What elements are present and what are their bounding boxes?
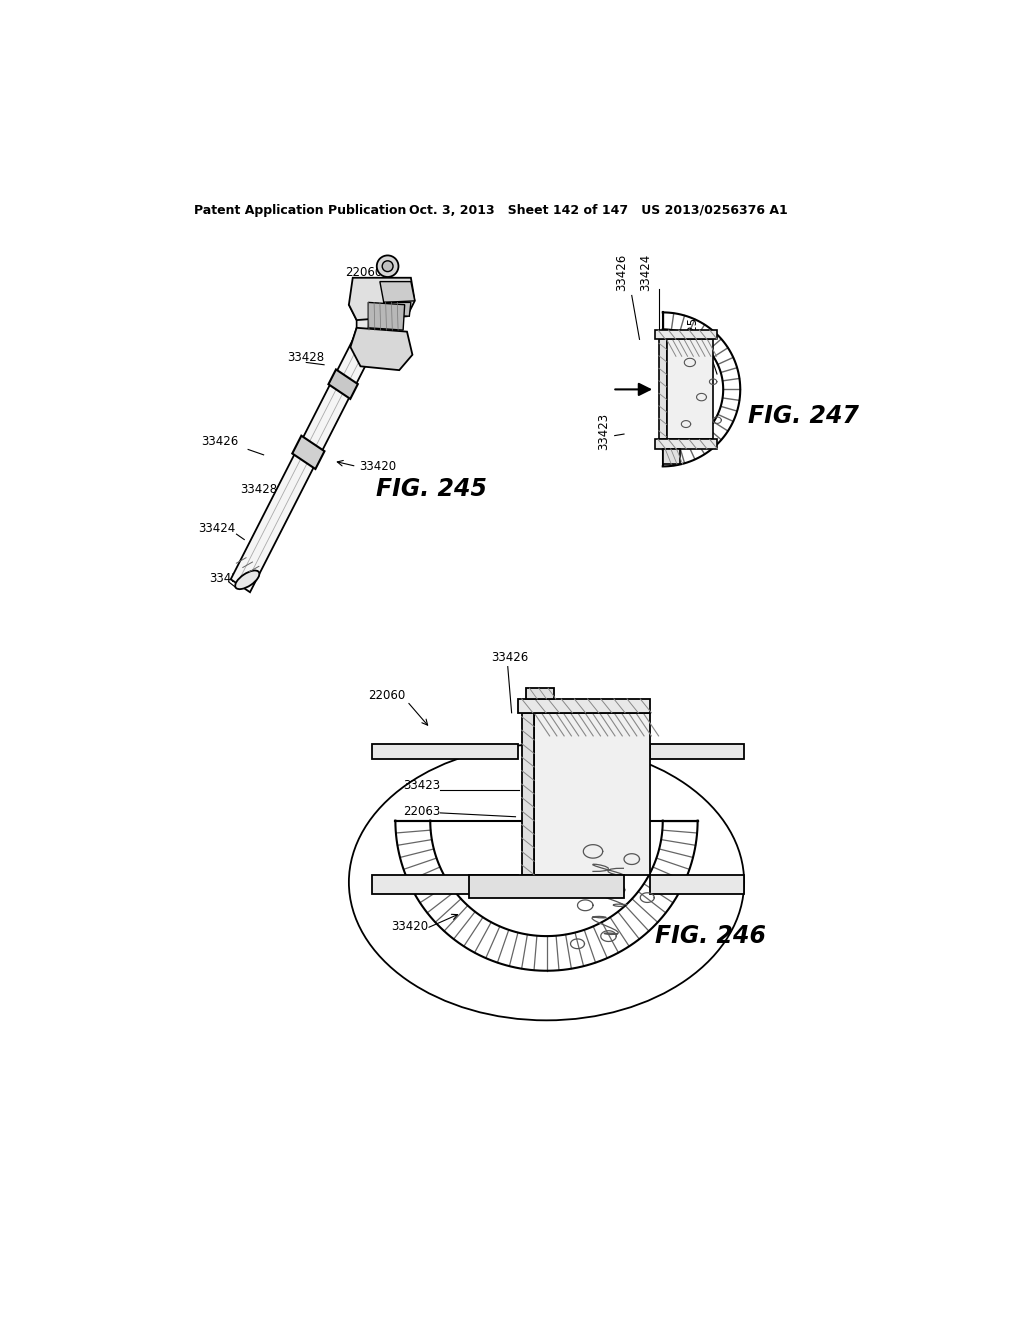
Text: Patent Application Publication: Patent Application Publication bbox=[194, 205, 407, 218]
Polygon shape bbox=[372, 875, 518, 894]
Polygon shape bbox=[655, 440, 717, 449]
Polygon shape bbox=[650, 875, 744, 894]
Polygon shape bbox=[663, 449, 680, 465]
Polygon shape bbox=[469, 875, 624, 898]
Ellipse shape bbox=[377, 256, 398, 277]
Text: 33426: 33426 bbox=[614, 253, 628, 290]
Text: 33424: 33424 bbox=[604, 698, 642, 711]
Polygon shape bbox=[518, 700, 649, 713]
Polygon shape bbox=[349, 282, 401, 347]
Text: 22063: 22063 bbox=[403, 805, 440, 818]
Text: 33425: 33425 bbox=[209, 572, 247, 585]
Text: FIG. 246: FIG. 246 bbox=[655, 924, 766, 948]
Polygon shape bbox=[667, 339, 713, 440]
Text: 22060: 22060 bbox=[345, 265, 382, 279]
Polygon shape bbox=[526, 688, 554, 700]
Text: 33420: 33420 bbox=[359, 459, 396, 473]
Text: 33425: 33425 bbox=[686, 317, 699, 354]
Polygon shape bbox=[521, 713, 535, 875]
Text: 22060: 22060 bbox=[369, 689, 406, 702]
Polygon shape bbox=[329, 370, 357, 399]
Text: 33423: 33423 bbox=[403, 779, 440, 792]
Text: 33425: 33425 bbox=[608, 853, 645, 866]
Text: 33426: 33426 bbox=[202, 436, 239, 449]
Text: 33428: 33428 bbox=[241, 483, 278, 496]
Polygon shape bbox=[369, 302, 404, 330]
Polygon shape bbox=[380, 281, 415, 302]
Polygon shape bbox=[372, 743, 518, 759]
Ellipse shape bbox=[236, 570, 259, 589]
Polygon shape bbox=[381, 302, 411, 317]
Text: 33428: 33428 bbox=[287, 351, 324, 363]
Polygon shape bbox=[350, 327, 413, 370]
Text: 33426: 33426 bbox=[490, 651, 528, 664]
Text: FIG. 245: FIG. 245 bbox=[376, 478, 487, 502]
Polygon shape bbox=[292, 436, 325, 469]
Text: 33424: 33424 bbox=[640, 253, 652, 290]
Polygon shape bbox=[655, 330, 717, 339]
Text: 33424: 33424 bbox=[198, 521, 234, 535]
Ellipse shape bbox=[382, 261, 393, 272]
Polygon shape bbox=[658, 339, 667, 440]
Polygon shape bbox=[230, 306, 389, 593]
Text: FIG. 247: FIG. 247 bbox=[748, 404, 859, 429]
Text: Oct. 3, 2013   Sheet 142 of 147   US 2013/0256376 A1: Oct. 3, 2013 Sheet 142 of 147 US 2013/02… bbox=[409, 205, 787, 218]
Text: 33420: 33420 bbox=[391, 920, 429, 933]
Polygon shape bbox=[349, 277, 415, 321]
Polygon shape bbox=[535, 713, 650, 875]
Text: 33423: 33423 bbox=[597, 413, 610, 450]
Polygon shape bbox=[650, 743, 744, 759]
